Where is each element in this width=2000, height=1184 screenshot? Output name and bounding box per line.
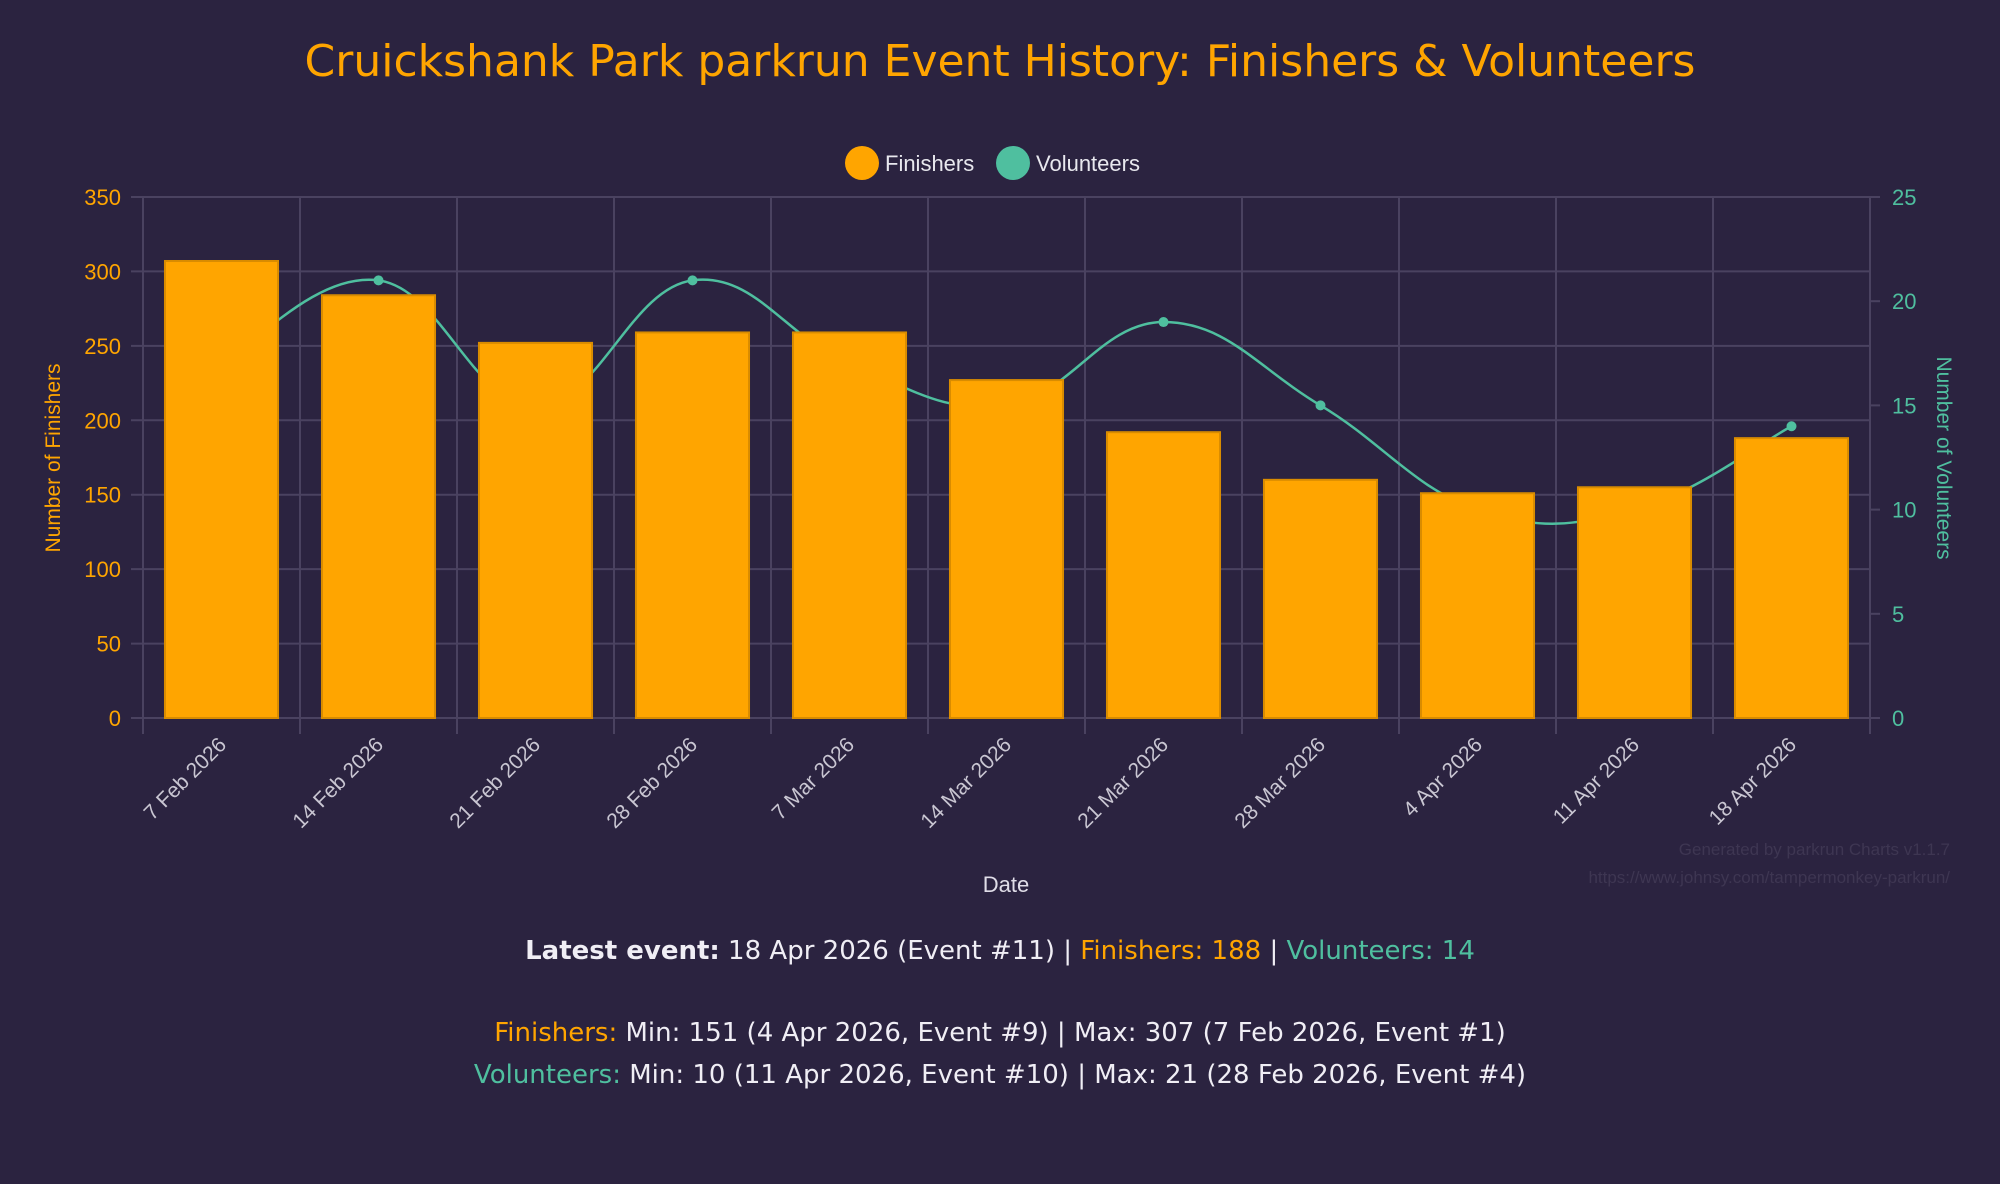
y-tick-left: 0 bbox=[109, 706, 121, 731]
x-axis-ticks: 7 Feb 2026 14 Feb 2026 21 Feb 2026 28 Feb 2… bbox=[140, 733, 1801, 833]
finishers-bar bbox=[1576, 486, 1693, 719]
finishers-bars bbox=[163, 260, 1850, 720]
latest-event-line: Latest event: 18 Apr 2026 (Event #11) | … bbox=[0, 930, 2000, 972]
y-tick-left: 100 bbox=[84, 557, 121, 582]
finishers-bar bbox=[477, 341, 594, 719]
legend-item-volunteers[interactable]: Volunteers bbox=[996, 146, 1140, 180]
volunteers-point bbox=[1786, 421, 1797, 432]
x-tick-label: 14 Feb 2026 bbox=[288, 733, 388, 833]
finishers-stats-value: Min: 151 (4 Apr 2026, Event #9) | Max: 3… bbox=[617, 1018, 1506, 1048]
y-axis-title-left: Number of Finishers bbox=[42, 363, 65, 552]
chart-title: Cruickshank Park parkrun Event History: … bbox=[304, 36, 1696, 87]
y-tick-right: 15 bbox=[1892, 393, 1916, 418]
y-tick-right: 0 bbox=[1892, 706, 1904, 731]
finishers-bar bbox=[320, 294, 437, 719]
finishers-bar bbox=[791, 331, 908, 719]
finishers-bar bbox=[1105, 431, 1222, 719]
x-tick-label: 28 Mar 2026 bbox=[1230, 733, 1330, 833]
y-tick-left: 300 bbox=[84, 259, 121, 284]
latest-event-value: 18 Apr 2026 (Event #11) | bbox=[719, 936, 1081, 966]
y-tick-right: 25 bbox=[1892, 185, 1916, 210]
volunteers-stats-label: Volunteers: bbox=[473, 1060, 621, 1090]
x-tick-label: 4 Apr 2026 bbox=[1399, 733, 1487, 821]
volunteers-swatch-icon bbox=[996, 146, 1030, 180]
separator: | bbox=[1261, 936, 1287, 966]
volunteers-stats-value: Min: 10 (11 Apr 2026, Event #10) | Max: … bbox=[620, 1060, 1527, 1090]
y-tick-left: 200 bbox=[84, 408, 121, 433]
y-tick-right: 5 bbox=[1892, 602, 1904, 627]
legend: Finishers Volunteers bbox=[845, 146, 1140, 180]
x-tick-label: 18 Apr 2026 bbox=[1705, 733, 1801, 829]
x-axis-title: Date bbox=[983, 872, 1029, 897]
volunteers-minmax-line: Volunteers: Min: 10 (11 Apr 2026, Event … bbox=[0, 1054, 2000, 1096]
finishers-swatch-icon bbox=[845, 146, 879, 180]
finishers-bar bbox=[1733, 437, 1850, 719]
x-tick-label: 7 Feb 2026 bbox=[140, 733, 231, 824]
volunteers-point bbox=[1158, 317, 1169, 328]
x-tick-label: 7 Mar 2026 bbox=[768, 733, 859, 824]
volunteers-point bbox=[373, 275, 384, 286]
finishers-stats-label: Finishers: bbox=[494, 1018, 618, 1048]
x-tick-label: 28 Feb 2026 bbox=[602, 733, 702, 833]
finishers-bar bbox=[1419, 492, 1536, 719]
right-axis-ticks: 0 5 10 15 20 25 bbox=[1892, 185, 1916, 731]
latest-event-label: Latest event: bbox=[525, 936, 720, 966]
watermark-line-2: https://www.johnsy.com/tampermonkey-park… bbox=[1588, 868, 1950, 887]
latest-finishers: Finishers: 188 bbox=[1080, 936, 1262, 966]
y-tick-left: 250 bbox=[84, 334, 121, 359]
x-tick-label: 21 Feb 2026 bbox=[445, 733, 545, 833]
finishers-bar bbox=[163, 260, 280, 719]
x-tick-label: 21 Mar 2026 bbox=[1073, 733, 1173, 833]
latest-volunteers: Volunteers: 14 bbox=[1286, 936, 1475, 966]
y-tick-left: 350 bbox=[84, 185, 121, 210]
legend-item-finishers[interactable]: Finishers bbox=[845, 146, 974, 180]
y-tick-left: 150 bbox=[84, 483, 121, 508]
finishers-bar bbox=[634, 331, 751, 719]
stats-summary: Latest event: 18 Apr 2026 (Event #11) | … bbox=[0, 930, 2000, 1096]
legend-label-finishers: Finishers bbox=[885, 151, 974, 176]
x-tick-label: 11 Apr 2026 bbox=[1549, 733, 1644, 828]
watermark-line-1: Generated by parkrun Charts v1.1.7 bbox=[1679, 840, 1950, 859]
x-tick-label: 14 Mar 2026 bbox=[916, 733, 1016, 833]
legend-label-volunteers: Volunteers bbox=[1036, 151, 1140, 176]
left-axis-ticks: 0 50 100 150 200 250 300 350 bbox=[84, 185, 121, 731]
y-tick-right: 20 bbox=[1892, 289, 1916, 314]
y-axis-title-right: Number of Volunteers bbox=[1932, 356, 1955, 559]
chart: 0 50 100 150 200 250 300 350 0 5 10 15 20 25 7 Feb 2… bbox=[42, 146, 1955, 897]
finishers-bar bbox=[1262, 478, 1379, 720]
volunteers-point bbox=[1315, 400, 1326, 411]
finishers-bar bbox=[948, 379, 1065, 719]
volunteers-point bbox=[687, 275, 698, 286]
y-tick-right: 10 bbox=[1892, 498, 1916, 523]
finishers-minmax-line: Finishers: Min: 151 (4 Apr 2026, Event #… bbox=[0, 1012, 2000, 1054]
y-tick-left: 50 bbox=[97, 632, 121, 657]
